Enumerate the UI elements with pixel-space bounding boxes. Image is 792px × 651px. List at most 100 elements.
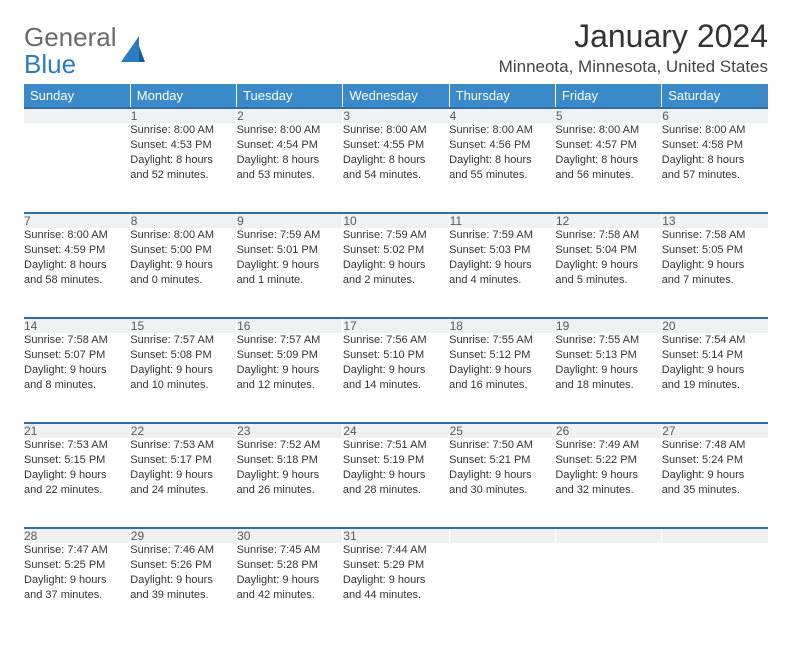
daylight-text: and 10 minutes. bbox=[130, 378, 236, 393]
daylight-text: Daylight: 9 hours bbox=[343, 363, 449, 378]
week-data-row: Sunrise: 8:00 AMSunset: 4:53 PMDaylight:… bbox=[24, 123, 768, 213]
day-number: 28 bbox=[24, 529, 37, 543]
daylight-text: and 28 minutes. bbox=[343, 483, 449, 498]
month-title: January 2024 bbox=[499, 18, 768, 55]
day-number-cell: 14 bbox=[24, 318, 130, 333]
daylight-text: and 52 minutes. bbox=[130, 168, 236, 183]
sunrise-text: Sunrise: 7:47 AM bbox=[24, 543, 130, 558]
day-data-cell: Sunrise: 7:58 AMSunset: 5:07 PMDaylight:… bbox=[24, 333, 130, 423]
daylight-text: and 12 minutes. bbox=[237, 378, 343, 393]
weekday-header: Wednesday bbox=[343, 84, 449, 108]
daylight-text: and 8 minutes. bbox=[24, 378, 130, 393]
day-number-cell: 19 bbox=[555, 318, 661, 333]
day-number: 5 bbox=[556, 109, 563, 123]
daylight-text: Daylight: 9 hours bbox=[237, 258, 343, 273]
logo-text-block: General Blue bbox=[24, 24, 117, 78]
sunset-text: Sunset: 5:17 PM bbox=[130, 453, 236, 468]
day-number-cell: 29 bbox=[130, 528, 236, 543]
day-number-cell: 5 bbox=[555, 108, 661, 123]
day-number: 22 bbox=[131, 424, 144, 438]
day-data-cell: Sunrise: 7:56 AMSunset: 5:10 PMDaylight:… bbox=[343, 333, 449, 423]
day-number: 27 bbox=[662, 424, 675, 438]
day-data-cell bbox=[662, 543, 768, 633]
day-number: 30 bbox=[237, 529, 250, 543]
sunrise-text: Sunrise: 7:53 AM bbox=[24, 438, 130, 453]
sunrise-text: Sunrise: 7:44 AM bbox=[343, 543, 449, 558]
daylight-text: and 56 minutes. bbox=[555, 168, 661, 183]
day-number-cell: 12 bbox=[555, 213, 661, 228]
day-number-cell: 10 bbox=[343, 213, 449, 228]
sunset-text: Sunset: 5:05 PM bbox=[662, 243, 768, 258]
sunset-text: Sunset: 5:12 PM bbox=[449, 348, 555, 363]
sunrise-text: Sunrise: 8:00 AM bbox=[662, 123, 768, 138]
day-number-cell: 20 bbox=[662, 318, 768, 333]
day-data-cell: Sunrise: 7:49 AMSunset: 5:22 PMDaylight:… bbox=[555, 438, 661, 528]
week-data-row: Sunrise: 7:53 AMSunset: 5:15 PMDaylight:… bbox=[24, 438, 768, 528]
weekday-header: Sunday bbox=[24, 84, 130, 108]
day-number-cell: 22 bbox=[130, 423, 236, 438]
sunset-text: Sunset: 4:57 PM bbox=[555, 138, 661, 153]
day-data-cell bbox=[24, 123, 130, 213]
day-data-cell: Sunrise: 8:00 AMSunset: 4:56 PMDaylight:… bbox=[449, 123, 555, 213]
day-number: 6 bbox=[662, 109, 669, 123]
day-number-cell: 15 bbox=[130, 318, 236, 333]
daylight-text: Daylight: 8 hours bbox=[24, 258, 130, 273]
daylight-text: and 24 minutes. bbox=[130, 483, 236, 498]
day-number-cell: 4 bbox=[449, 108, 555, 123]
daylight-text: Daylight: 8 hours bbox=[130, 153, 236, 168]
daylight-text: and 14 minutes. bbox=[343, 378, 449, 393]
week-number-row: 123456 bbox=[24, 108, 768, 123]
daylight-text: and 39 minutes. bbox=[130, 588, 236, 603]
daylight-text: and 35 minutes. bbox=[662, 483, 768, 498]
weekday-header: Tuesday bbox=[237, 84, 343, 108]
sunrise-text: Sunrise: 7:53 AM bbox=[130, 438, 236, 453]
day-number-cell: 27 bbox=[662, 423, 768, 438]
sunset-text: Sunset: 5:08 PM bbox=[130, 348, 236, 363]
calendar-page: General Blue January 2024 Minneota, Minn… bbox=[0, 0, 792, 651]
day-data-cell: Sunrise: 7:47 AMSunset: 5:25 PMDaylight:… bbox=[24, 543, 130, 633]
daylight-text: Daylight: 9 hours bbox=[555, 468, 661, 483]
location-text: Minneota, Minnesota, United States bbox=[499, 57, 768, 77]
daylight-text: Daylight: 9 hours bbox=[237, 573, 343, 588]
day-number: 3 bbox=[343, 109, 350, 123]
day-number-cell: 21 bbox=[24, 423, 130, 438]
day-number: 14 bbox=[24, 319, 37, 333]
daylight-text: Daylight: 9 hours bbox=[237, 363, 343, 378]
daylight-text: and 30 minutes. bbox=[449, 483, 555, 498]
daylight-text: and 16 minutes. bbox=[449, 378, 555, 393]
daylight-text: Daylight: 9 hours bbox=[662, 258, 768, 273]
day-number: 19 bbox=[556, 319, 569, 333]
daylight-text: and 44 minutes. bbox=[343, 588, 449, 603]
daylight-text: and 42 minutes. bbox=[237, 588, 343, 603]
daylight-text: and 0 minutes. bbox=[130, 273, 236, 288]
sunset-text: Sunset: 5:13 PM bbox=[555, 348, 661, 363]
daylight-text: and 18 minutes. bbox=[555, 378, 661, 393]
page-header: General Blue January 2024 Minneota, Minn… bbox=[24, 18, 768, 78]
daylight-text: Daylight: 8 hours bbox=[555, 153, 661, 168]
day-number-cell bbox=[662, 528, 768, 543]
sunrise-text: Sunrise: 8:00 AM bbox=[449, 123, 555, 138]
day-data-cell: Sunrise: 7:57 AMSunset: 5:09 PMDaylight:… bbox=[237, 333, 343, 423]
day-number: 16 bbox=[237, 319, 250, 333]
daylight-text: Daylight: 9 hours bbox=[237, 468, 343, 483]
day-number-cell: 18 bbox=[449, 318, 555, 333]
daylight-text: and 26 minutes. bbox=[237, 483, 343, 498]
sunset-text: Sunset: 5:29 PM bbox=[343, 558, 449, 573]
weekday-header: Monday bbox=[130, 84, 236, 108]
day-number-cell: 2 bbox=[237, 108, 343, 123]
sunset-text: Sunset: 4:54 PM bbox=[237, 138, 343, 153]
day-data-cell: Sunrise: 8:00 AMSunset: 4:53 PMDaylight:… bbox=[130, 123, 236, 213]
daylight-text: and 19 minutes. bbox=[662, 378, 768, 393]
day-number: 9 bbox=[237, 214, 244, 228]
day-data-cell: Sunrise: 7:50 AMSunset: 5:21 PMDaylight:… bbox=[449, 438, 555, 528]
sunrise-text: Sunrise: 7:57 AM bbox=[130, 333, 236, 348]
day-number-cell bbox=[24, 108, 130, 123]
daylight-text: Daylight: 8 hours bbox=[449, 153, 555, 168]
day-number: 15 bbox=[131, 319, 144, 333]
sunrise-text: Sunrise: 8:00 AM bbox=[555, 123, 661, 138]
day-number-cell: 25 bbox=[449, 423, 555, 438]
day-data-cell: Sunrise: 8:00 AMSunset: 4:58 PMDaylight:… bbox=[662, 123, 768, 213]
daylight-text: and 53 minutes. bbox=[237, 168, 343, 183]
sunrise-text: Sunrise: 7:58 AM bbox=[555, 228, 661, 243]
day-number: 18 bbox=[450, 319, 463, 333]
